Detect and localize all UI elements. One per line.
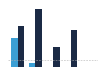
Bar	[53, 47, 60, 67]
Bar	[71, 30, 77, 67]
Bar	[29, 63, 35, 67]
Bar	[18, 26, 24, 67]
Bar	[11, 38, 18, 67]
Bar	[35, 9, 42, 67]
